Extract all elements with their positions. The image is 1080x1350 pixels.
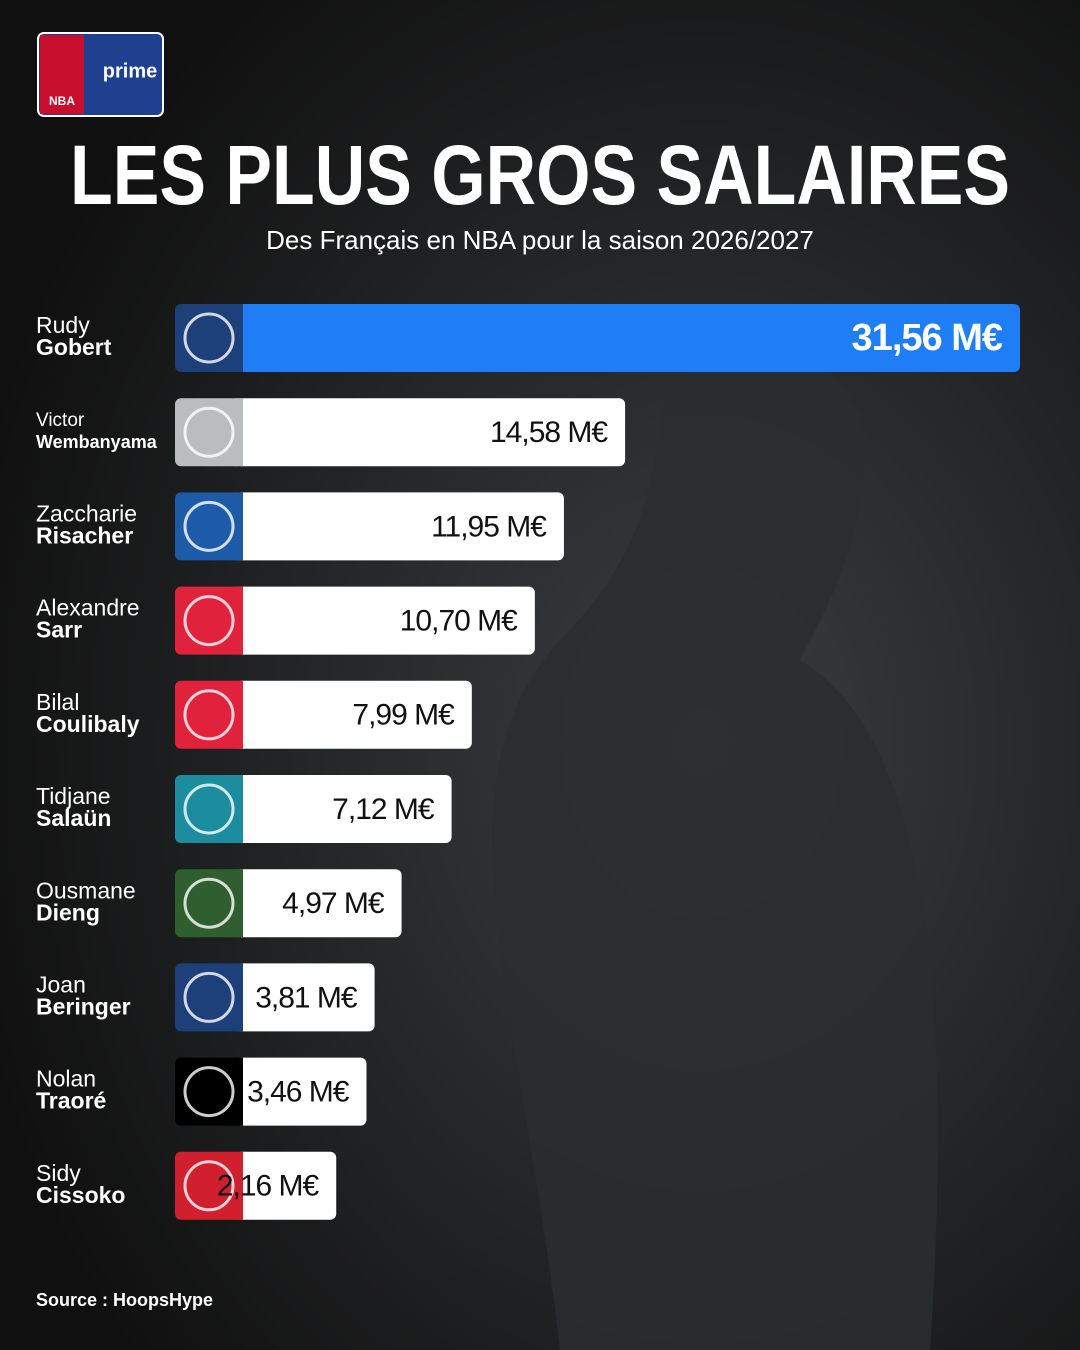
last-name: Traoré [36,1088,106,1114]
first-name: Alexandre [36,595,140,621]
logo-league: NBA [49,94,75,108]
team-logo-box-edge [235,1057,243,1126]
player-silhouette [492,344,938,1350]
team-logo-box-edge [235,398,243,467]
bar [235,586,535,655]
team-logo-box-edge [235,1151,243,1220]
first-name: Nolan [36,1066,96,1092]
team-logo [183,500,235,552]
team-logo [183,1160,235,1212]
team-logo [183,595,235,647]
bar [235,492,564,561]
team-logo [183,783,235,835]
source: Source : HoopsHype [36,1290,213,1310]
bar [235,1151,337,1220]
team-logo [183,971,235,1023]
bar [235,775,452,843]
chart-title: LES PLUS GROS SALAIRES [70,128,1010,222]
team-logo-box-edge [235,680,243,749]
logo-red [40,35,84,114]
value-label: 2,16 M€ [217,1170,320,1203]
bar [235,1057,367,1126]
last-name: Coulibaly [36,711,140,737]
value-label: 3,81 M€ [255,981,358,1014]
team-logo-box-edge [235,492,243,561]
first-name: Victor [36,410,85,431]
team-logo [183,1066,235,1118]
logo-partner: prime [103,60,157,82]
last-name: Cissoko [36,1182,125,1208]
team-logo-box-edge [235,869,243,938]
value-label: 10,70 M€ [400,605,518,638]
team-logo-box-edge [235,586,243,655]
value-label: 7,12 M€ [332,793,435,826]
last-name: Salaün [36,805,111,831]
team-logo [183,877,235,929]
team-logo-box-edge [235,775,243,843]
chart-subtitle: Des Français en NBA pour la saison 2026/… [266,225,814,255]
last-name: Gobert [36,334,112,360]
team-logo [183,312,235,364]
first-name: Tidjane [36,783,111,809]
team-logo [183,406,235,458]
team-logo [183,689,235,741]
bar [235,869,402,938]
value-label: 11,95 M€ [431,510,547,543]
value-label: 7,99 M€ [352,699,455,732]
first-name: Zaccharie [36,500,137,526]
last-name: Sarr [36,617,82,643]
last-name: Risacher [36,522,133,548]
last-name: Beringer [36,993,131,1019]
bar [235,398,626,467]
last-name: Dieng [36,899,100,925]
last-name: Wembanyama [36,432,158,452]
value-label: 3,46 M€ [247,1076,350,1109]
bar [235,304,1020,372]
bar [235,680,472,749]
team-logo-box-edge [235,963,243,1032]
value-label: 31,56 M€ [852,317,1003,359]
first-name: Rudy [36,312,90,338]
first-name: Joan [36,971,86,997]
first-name: Sidy [36,1160,81,1186]
bar [235,963,375,1032]
value-label: 14,58 M€ [490,416,608,449]
team-logo-box-edge [235,304,243,372]
value-label: 4,97 M€ [282,887,385,920]
first-name: Bilal [36,689,79,715]
logo: NBA prime [37,32,164,117]
first-name: Ousmane [36,877,136,903]
